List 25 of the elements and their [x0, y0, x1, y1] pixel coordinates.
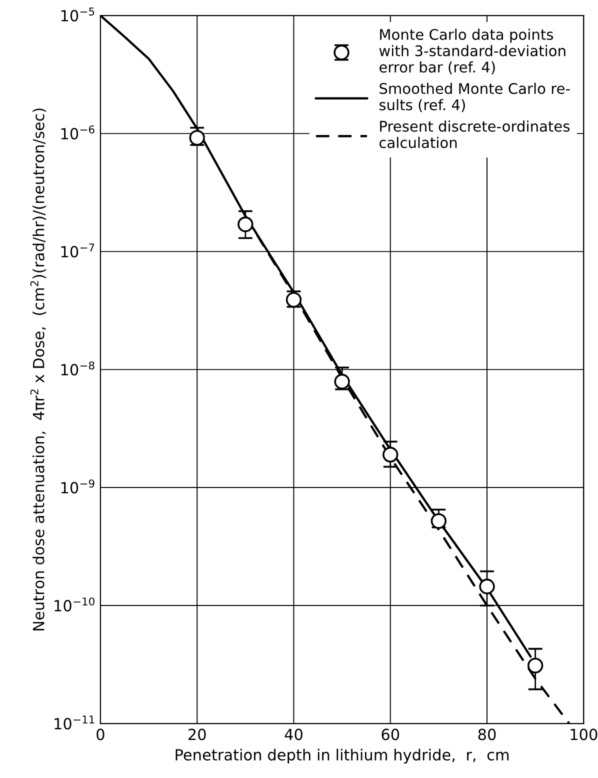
point [479, 578, 495, 594]
x-tick-label: 0 [96, 728, 104, 740]
point [430, 513, 447, 529]
y-tick-label: 10$^{−9}$ [61, 479, 94, 494]
x-tick-label: 80 [478, 728, 496, 740]
x-tick-label: 60 [382, 728, 400, 740]
point [189, 130, 205, 146]
point [334, 374, 350, 390]
y-tick-label: 10$^{−7}$ [61, 244, 94, 258]
y-tick-label: 10$^{−8}$ [61, 361, 94, 376]
x-tick-label: 20 [188, 728, 206, 740]
y-tick-label: 10$^{−10}$ [54, 597, 94, 612]
x-tick-label: 40 [284, 728, 302, 740]
y-axis-title: Neutron dose attenuation, 4πr$^{2}$ x Dose, (cm$^{2}$)(rad/hr)/(neutron/sec) [30, 108, 46, 630]
legend-label: Smoothed Monte Carlo re- sults (ref. 4) [379, 82, 570, 112]
point [527, 658, 544, 674]
y-tick-label: 10$^{−6}$ [61, 125, 94, 140]
x-axis-title: Penetration depth in lithium hydride, r, cm [176, 748, 509, 764]
y-tick-label: 10$^{−5}$ [61, 8, 94, 22]
point [382, 446, 398, 463]
point [238, 216, 254, 232]
y-tick-label: 10$^{−11}$ [54, 716, 94, 730]
x-tick-label: 100 [570, 728, 598, 740]
legend-label: Present discrete-ordinates calculation [379, 120, 570, 148]
legend-label: Monte Carlo data points with 3-standard-deviation error bar (ref. 4) [379, 28, 566, 74]
